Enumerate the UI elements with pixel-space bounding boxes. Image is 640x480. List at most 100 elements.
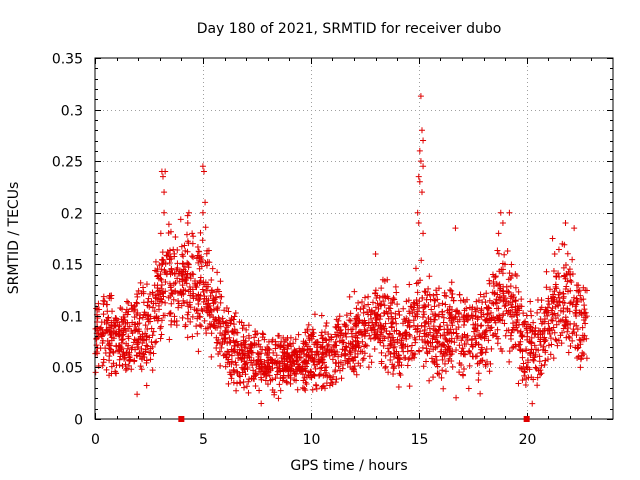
data-point [231, 343, 238, 350]
data-point [548, 341, 555, 348]
data-point [552, 283, 559, 290]
data-point [203, 283, 210, 290]
y-tick-label: 0.25 [52, 155, 83, 171]
data-point [199, 163, 206, 170]
data-point [453, 307, 460, 314]
data-point [104, 327, 111, 334]
data-point [108, 370, 115, 377]
data-point [217, 323, 224, 330]
data-point [416, 178, 423, 185]
data-point [153, 338, 160, 345]
data-point [578, 296, 585, 303]
data-point [512, 284, 519, 291]
data-point [368, 307, 375, 314]
data-point [312, 381, 319, 388]
data-point [246, 376, 253, 383]
data-point [553, 337, 560, 344]
data-point [485, 337, 492, 344]
data-point [345, 340, 352, 347]
data-point [471, 325, 478, 332]
data-point [569, 337, 576, 344]
data-point [426, 325, 433, 332]
data-point [422, 319, 429, 326]
data-point [368, 359, 375, 366]
data-point [192, 281, 199, 288]
data-point [230, 347, 237, 354]
data-point [161, 312, 168, 319]
data-point [311, 341, 318, 348]
data-point [403, 335, 410, 342]
data-point [217, 299, 224, 306]
data-point [236, 379, 243, 386]
data-point [494, 326, 501, 333]
data-point [506, 348, 513, 355]
data-point [199, 286, 206, 293]
data-point [420, 363, 427, 370]
data-point [391, 350, 398, 357]
data-point [419, 344, 426, 351]
data-point [151, 308, 158, 315]
data-point [580, 317, 587, 324]
data-point [197, 314, 204, 321]
data-point [182, 277, 189, 284]
data-point [412, 265, 419, 272]
data-point [506, 270, 513, 277]
data-point [125, 333, 132, 340]
data-point [292, 336, 299, 343]
data-point [272, 375, 279, 382]
data-point [556, 289, 563, 296]
data-point [327, 379, 334, 386]
data-point [535, 367, 542, 374]
data-point [154, 288, 161, 295]
data-point [331, 351, 338, 358]
data-point [463, 305, 470, 312]
data-point [140, 311, 147, 318]
data-point [377, 339, 384, 346]
data-point [541, 318, 548, 325]
data-point [311, 356, 318, 363]
data-point [124, 319, 131, 326]
data-point [166, 247, 173, 254]
data-point [577, 292, 584, 299]
data-point [198, 263, 205, 270]
data-point [579, 332, 586, 339]
data-point [299, 363, 306, 370]
data-point [100, 356, 107, 363]
data-point [420, 137, 427, 144]
data-point [145, 315, 152, 322]
data-point [331, 342, 338, 349]
data-point [157, 230, 164, 237]
data-point [274, 364, 281, 371]
data-point [388, 320, 395, 327]
data-point [527, 327, 534, 334]
data-point [137, 363, 144, 370]
data-point [349, 344, 356, 351]
data-point [261, 367, 268, 374]
data-point [144, 312, 151, 319]
data-point [143, 382, 150, 389]
data-point [372, 287, 379, 294]
data-point [515, 342, 522, 349]
data-point [495, 316, 502, 323]
data-point [269, 359, 276, 366]
data-point [116, 323, 123, 330]
data-point [267, 356, 274, 363]
data-point [377, 313, 384, 320]
data-point [149, 289, 156, 296]
data-point [302, 341, 309, 348]
data-point [375, 335, 382, 342]
data-point [441, 360, 448, 367]
data-point [108, 331, 115, 338]
data-point [405, 356, 412, 363]
data-point [440, 385, 447, 392]
data-point [323, 364, 330, 371]
x-tick-label: 5 [199, 432, 208, 448]
data-point [110, 360, 117, 367]
data-point [284, 379, 291, 386]
data-point [184, 212, 191, 219]
data-point [222, 319, 229, 326]
data-point [573, 282, 580, 289]
data-point [560, 305, 567, 312]
data-point [475, 376, 482, 383]
data-point [302, 387, 309, 394]
